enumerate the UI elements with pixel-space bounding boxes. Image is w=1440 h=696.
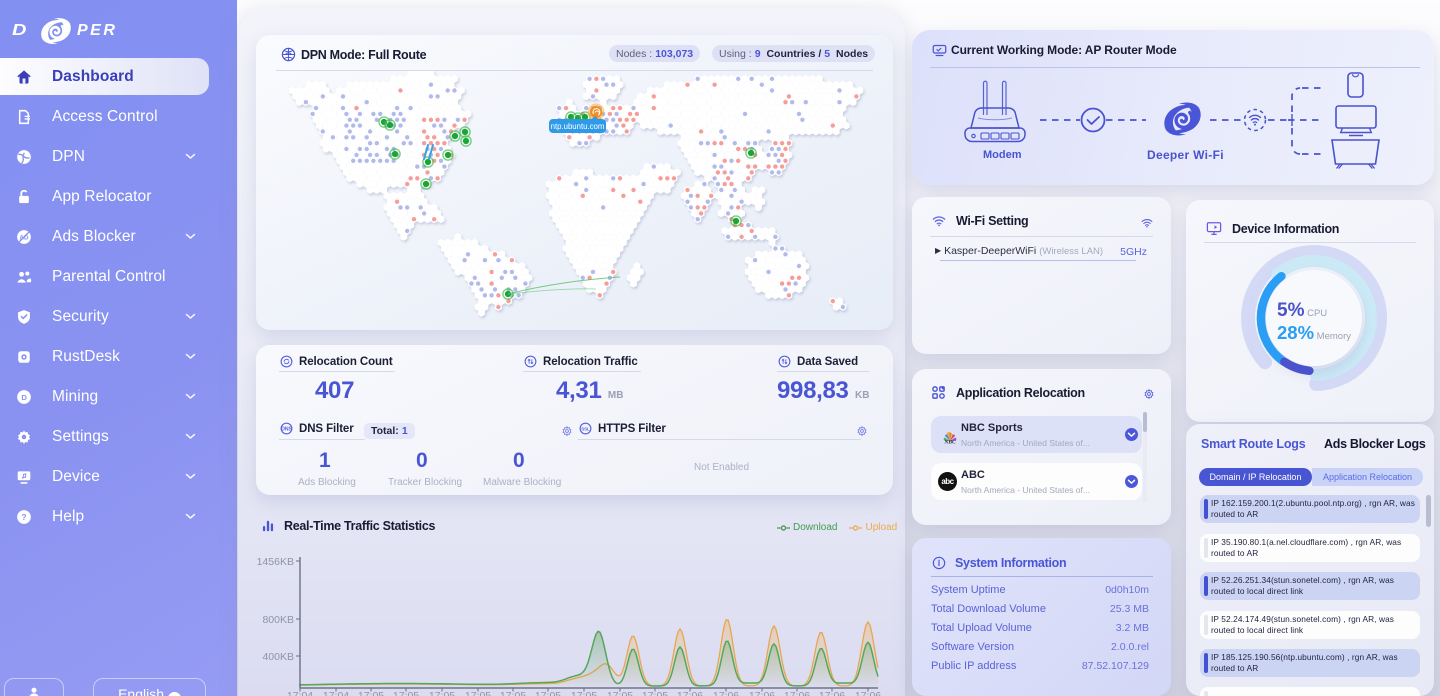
svg-text:17:06: 17:06 [819, 690, 845, 696]
svg-text:17:05: 17:05 [500, 690, 526, 696]
svg-text:17:05: 17:05 [393, 690, 419, 696]
svg-text:DNS: DNS [281, 427, 292, 433]
svg-text:D: D [21, 392, 27, 401]
svg-text:17:06: 17:06 [855, 690, 881, 696]
svg-text:AD: AD [19, 234, 29, 241]
svg-text:ntp.ubuntu.com: ntp.ubuntu.com [551, 122, 605, 131]
svg-text:800KB: 800KB [262, 614, 294, 626]
svg-text:400KB: 400KB [262, 651, 294, 663]
svg-text:SSL: SSL [581, 427, 590, 432]
svg-text:1456KB: 1456KB [257, 556, 294, 568]
svg-text:17:05: 17:05 [535, 690, 561, 696]
svg-text:17:04: 17:04 [287, 690, 313, 696]
svg-text:17:06: 17:06 [677, 690, 703, 696]
svg-text:?: ? [21, 512, 26, 522]
svg-text:NBC: NBC [943, 440, 956, 446]
svg-text:17:04: 17:04 [323, 690, 349, 696]
svg-text:17:05: 17:05 [358, 690, 384, 696]
svg-text:17:05: 17:05 [607, 690, 633, 696]
svg-text:17:05: 17:05 [429, 690, 455, 696]
svg-text:17:06: 17:06 [749, 690, 775, 696]
svg-text:17:05: 17:05 [571, 690, 597, 696]
svg-text:17:05: 17:05 [465, 690, 491, 696]
svg-text:17:05: 17:05 [642, 690, 668, 696]
svg-text:17:06: 17:06 [784, 690, 810, 696]
svg-text:17:06: 17:06 [713, 690, 739, 696]
